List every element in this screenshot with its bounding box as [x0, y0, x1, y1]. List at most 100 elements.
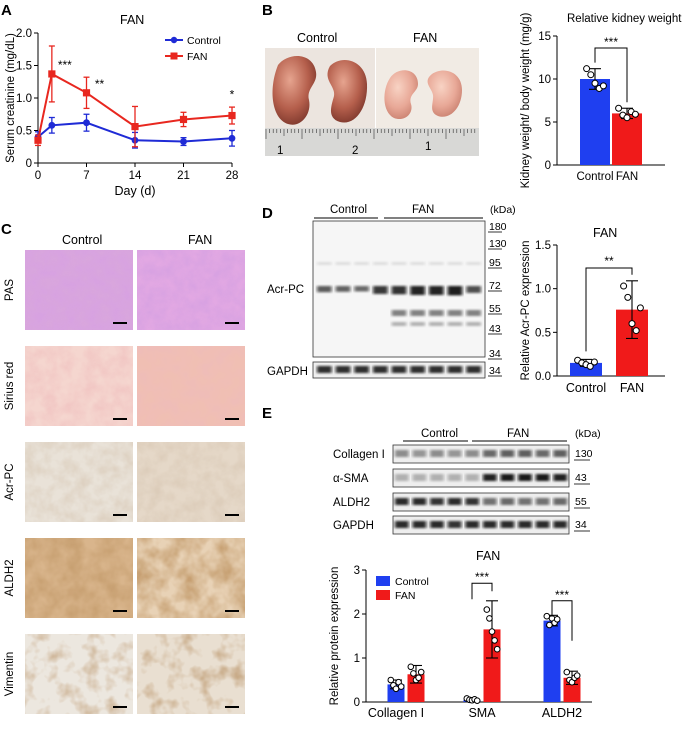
chart-e-point [563, 668, 571, 676]
panel-letter-e: E [262, 405, 272, 422]
blot-e-band [412, 474, 427, 481]
chart-a-point-control [228, 134, 236, 142]
blot-e-strip [392, 515, 570, 535]
chart-b-point [583, 65, 591, 73]
blot-e-band [430, 450, 444, 457]
blot-e-band [518, 474, 532, 481]
blot-e-band [447, 474, 462, 481]
chart-d-title: FAN [593, 226, 617, 240]
blot-d-band-48 [429, 322, 444, 326]
chart-e-point [483, 606, 491, 613]
chart-e-significance: *** [475, 570, 489, 584]
blot-d-band-72 [354, 286, 369, 292]
chart-e-point [486, 615, 493, 622]
panel-letter-a: A [1, 2, 12, 19]
chart-b-ytick-label: 0 [545, 160, 551, 172]
histo-tile-texture [25, 442, 133, 522]
blot-e-band [412, 450, 427, 457]
chart-a-xtick-label: 0 [35, 170, 41, 182]
chart-e-bar [407, 674, 425, 702]
histo-tile-texture [25, 538, 133, 618]
blot-e-band [412, 498, 427, 505]
blot-d-band-faint [429, 262, 444, 265]
blot-e-marker-label: 130 [575, 448, 593, 460]
blot-d-band-72 [335, 286, 351, 292]
blot-d-band-48 [447, 322, 463, 326]
blot-e-band [395, 498, 409, 505]
histo-tile-texture [137, 346, 245, 426]
histo-col-label-control: Control [62, 233, 102, 247]
kidney-weight-bar-chart: Relative kidney weight 0 5 10 15 Kidney weig… [520, 12, 682, 188]
chart-d-xtick-label: Control [566, 381, 606, 395]
blot-e-band [412, 521, 427, 528]
blot-d-gapdh-band [317, 366, 332, 373]
blot-e-band [553, 450, 567, 457]
blot-d-marker-label: 130 [489, 238, 507, 250]
chart-a-point-control [48, 121, 56, 129]
blot-e-band [535, 521, 550, 528]
chart-e-legend-label: FAN [395, 590, 415, 602]
blot-e-band [483, 498, 497, 505]
chart-b-point [591, 79, 599, 87]
blot-d-band-72 [373, 286, 388, 294]
chart-e-ytick-label: 0 [354, 697, 360, 709]
panel-letter-c: C [1, 221, 12, 238]
chart-a-ytick-label: 1.0 [16, 93, 32, 105]
histo-tile-texture [137, 634, 245, 714]
chart-b-ytick-label: 10 [538, 74, 551, 86]
chart-e-xtick-label: SMA [468, 706, 496, 720]
chart-e-sig-bracket [551, 600, 573, 641]
chart-a-point-fan [131, 123, 139, 131]
chart-e-legend-swatch [376, 576, 390, 586]
blot-e-row-label: α-SMA [333, 473, 369, 485]
blot-d-band-72 [429, 286, 444, 295]
blot-d-marker-label: 95 [489, 257, 501, 269]
chart-a-xtick-label: 28 [226, 170, 239, 182]
chart-a-ylabel: Serum creatinine (mg/dL) [5, 33, 17, 163]
blot-d-band-72 [447, 286, 463, 296]
blot-d-gapdh-bands [317, 366, 481, 373]
chart-e-point [415, 674, 422, 682]
chart-e-point [417, 668, 425, 676]
chart-d-ytick-label: 0.5 [535, 327, 551, 339]
blot-e-marker-label: 34 [575, 519, 587, 531]
chart-d-significance: ** [604, 254, 614, 268]
blot-d-band-55 [447, 310, 463, 316]
chart-a-significance: ** [95, 77, 105, 91]
histo-tile-texture [25, 634, 133, 714]
chart-d-ytick-label: 1.5 [535, 240, 551, 252]
ruler-mark-fan-1: 1 [425, 141, 431, 153]
chart-e-point [407, 663, 415, 671]
chart-b-significance: *** [604, 35, 618, 49]
chart-e-xtick-label: ALDH2 [542, 706, 582, 720]
histo-row-label: Acr-PC [4, 463, 16, 500]
kidney-photo: Control FAN 1 2 1 [265, 31, 479, 157]
ruler-mark-1: 1 [277, 145, 283, 157]
histo-row-label: PAS [4, 279, 16, 301]
blot-e-kda-label: (kDa) [575, 428, 601, 440]
chart-d-ytick-label: 1.0 [535, 284, 551, 296]
protein-western-blot: Control FAN (kDa) Collagen I 130 α-SMA 43 AL… [333, 428, 601, 535]
blot-e-band [430, 474, 444, 481]
blot-e-row-label: ALDH2 [333, 497, 370, 509]
acr-pc-western-blot: Control FAN (kDa) Acr-PC 180 130 95 72 55 43 3… [267, 204, 516, 379]
chart-d-point [632, 327, 640, 335]
blot-d-band-faint [466, 262, 481, 265]
kidney-control-right [327, 60, 368, 123]
blot-e-band [395, 474, 409, 481]
blot-d-gapdh-band [410, 366, 425, 373]
histo-tile-texture [25, 346, 133, 426]
blot-d-band-72 [466, 286, 481, 293]
chart-b-point [615, 104, 623, 112]
chart-e-point [473, 697, 481, 704]
blot-e-band [500, 474, 515, 481]
blot-e-strip [392, 444, 570, 464]
chart-b-point [631, 110, 639, 118]
chart-b-bar [612, 113, 642, 165]
blot-e-band [535, 498, 550, 505]
blot-e-band [465, 498, 479, 505]
blot-e-strip [392, 468, 570, 488]
chart-d-point [586, 362, 594, 370]
blot-e-group-control: Control [421, 428, 458, 440]
blot-e-band [447, 521, 462, 528]
